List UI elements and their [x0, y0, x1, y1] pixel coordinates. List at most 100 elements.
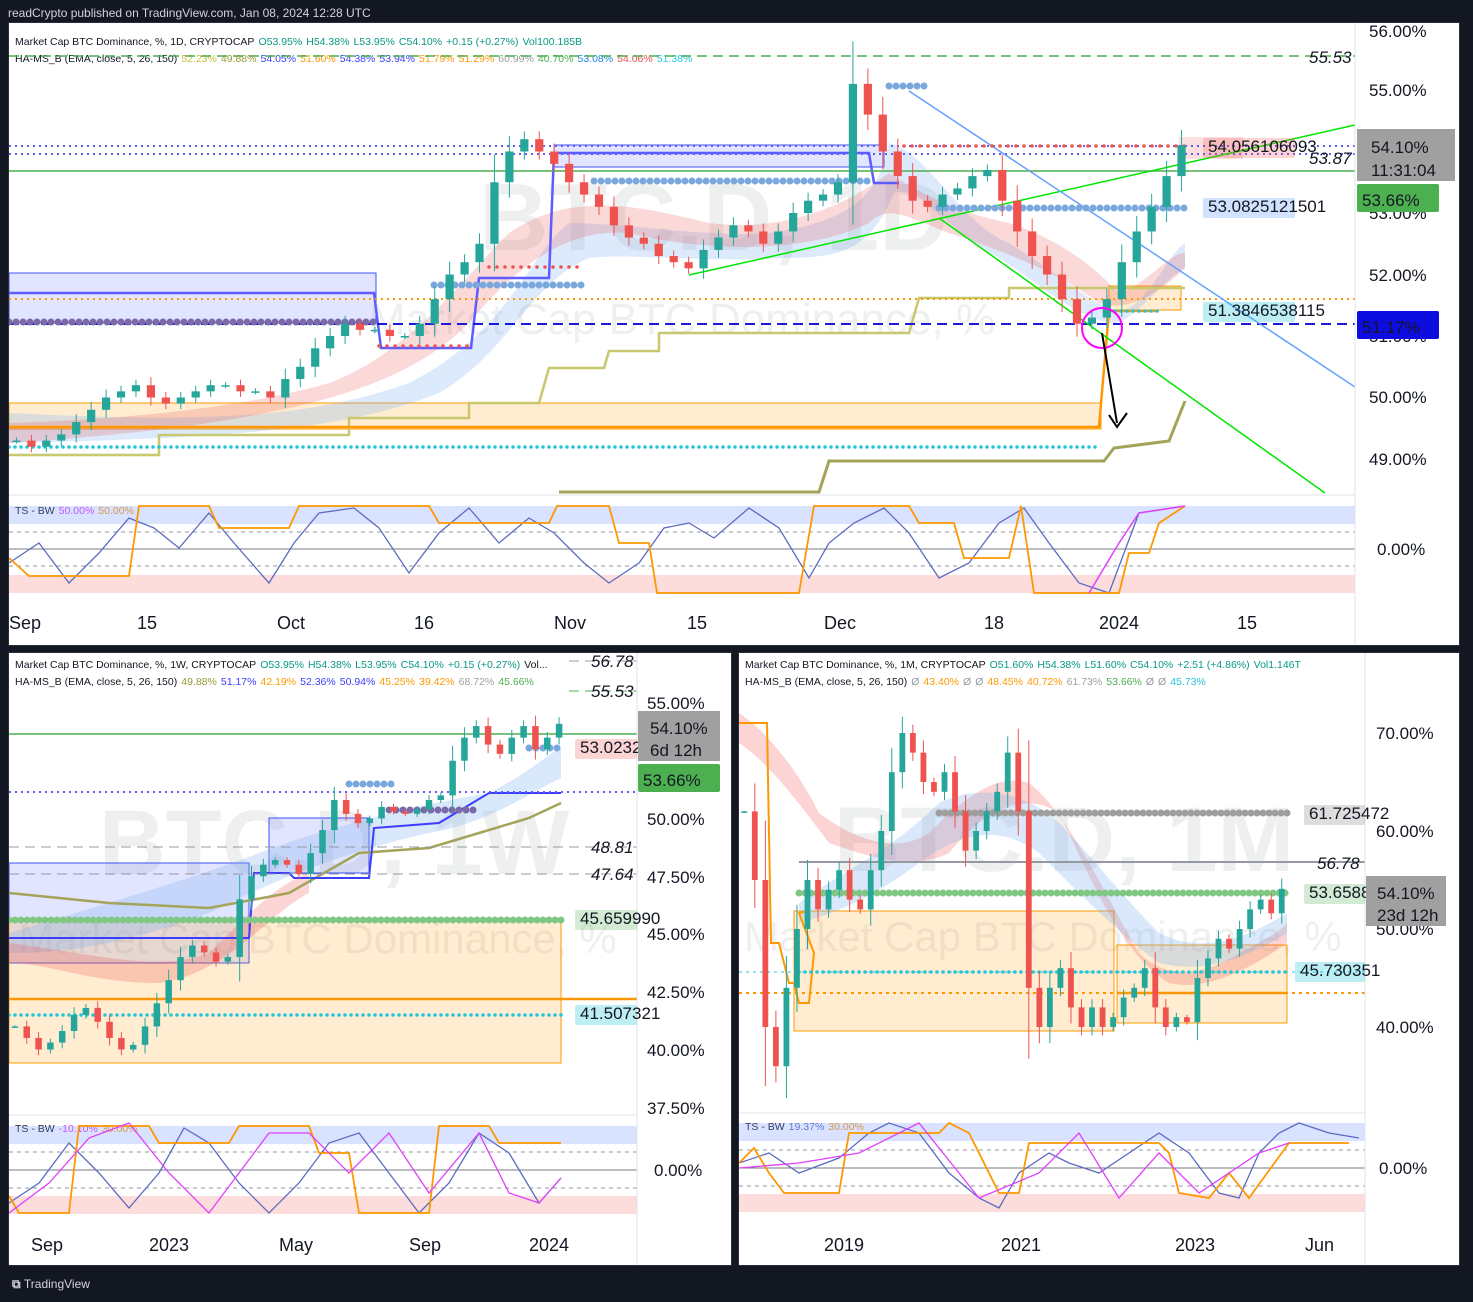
marker-dots: [982, 144, 986, 148]
legend-value: +0.15 (+0.27%): [447, 659, 521, 671]
legend-value: 48.45%: [987, 676, 1023, 688]
marker-dots: [73, 445, 77, 449]
marker-dots: [493, 281, 501, 289]
monthly-chart-svg[interactable]: 70.00%60.00%50.00%40.00%0.00%2019 2021 202…: [739, 653, 1459, 1265]
marker-dots: [827, 970, 831, 974]
marker-dots: [943, 445, 947, 449]
candle: [413, 809, 421, 814]
marker-dots: [1139, 809, 1147, 817]
legend-oscillator: TS - BW 19.37%30.00%: [745, 1121, 868, 1133]
marker-dots: [577, 445, 581, 449]
candle: [508, 737, 516, 754]
legend-value: 39.42%: [418, 676, 455, 688]
tradingview-footer[interactable]: ⧉ TradingView: [12, 1277, 90, 1292]
candle: [836, 870, 843, 890]
x-tick-label: Oct: [277, 613, 305, 633]
osc-line-magenta: [739, 1122, 1290, 1200]
marker-dots: [1115, 809, 1123, 817]
marker-dots: [1217, 970, 1221, 974]
candle: [654, 243, 663, 257]
candle: [818, 194, 828, 201]
marker-dots: [307, 445, 311, 449]
marker-dots: [306, 318, 314, 326]
marker-dots: [9, 1013, 11, 1017]
marker-dots: [775, 445, 779, 449]
marker-dots: [547, 445, 551, 449]
marker-dots: [500, 281, 508, 289]
candle: [520, 139, 529, 152]
candle: [141, 1026, 149, 1045]
chart-panel-monthly[interactable]: BTC.D, 1M Market Cap BTC Dominance, % Ma…: [738, 652, 1460, 1266]
chart-panel-weekly[interactable]: BTC.D, 1W Market Cap BTC Dominance, % Ma…: [8, 652, 732, 1266]
marker-dots: [253, 1013, 257, 1017]
candle: [520, 726, 527, 738]
legend-value: O53.95%: [260, 659, 304, 671]
marker-dots: [221, 916, 229, 924]
marker-dots: [425, 344, 429, 348]
marker-dots: [961, 445, 965, 449]
marker-dots: [1150, 144, 1154, 148]
marker-dots: [1081, 445, 1085, 449]
marker-dots: [781, 445, 785, 449]
marker-dots: [1110, 144, 1114, 148]
marker-dots: [1045, 445, 1049, 449]
marker-dots: [899, 82, 907, 90]
marker-dots: [12, 318, 20, 326]
level-price-tag: 51.17%: [1362, 318, 1420, 337]
candle: [1194, 978, 1201, 1023]
osc-tick-label: 0.00%: [1377, 540, 1425, 559]
candle: [1205, 958, 1211, 978]
marker-dots: [815, 970, 819, 974]
marker-dots: [320, 318, 328, 326]
marker-dots: [887, 970, 891, 974]
marker-dots: [1068, 204, 1076, 212]
candle: [42, 440, 51, 447]
marker-dots: [643, 445, 647, 449]
value-marker-bg: [1203, 198, 1295, 218]
marker-dots: [1239, 889, 1247, 897]
marker-dots: [847, 445, 851, 449]
marker-dots: [143, 916, 151, 924]
legend-value: 51.60%: [300, 53, 336, 65]
marker-dots: [145, 318, 153, 326]
marker-dots: [1155, 309, 1159, 313]
marker-dots: [1087, 445, 1091, 449]
candle: [908, 176, 917, 201]
marker-dots: [921, 889, 929, 897]
marker-dots: [950, 144, 954, 148]
marker-dots: [277, 445, 281, 449]
marker-dots: [1161, 889, 1169, 897]
marker-dots: [583, 445, 587, 449]
marker-dots: [541, 1013, 545, 1017]
marker-dots: [1095, 889, 1103, 897]
legend-value: 49.88%: [181, 676, 217, 688]
marker-dots: [1001, 809, 1009, 817]
candle: [863, 83, 872, 115]
marker-dots: [565, 445, 569, 449]
marker-dots: [955, 445, 959, 449]
legend-value: HA-MS_B (EMA, close, 5, 26, 150): [15, 676, 178, 688]
marker-dots: [385, 445, 389, 449]
candle: [1013, 200, 1022, 232]
publish-info: readCrypto published on TradingView.com,…: [8, 6, 371, 20]
marker-dots: [287, 916, 295, 924]
candle: [283, 860, 291, 865]
osc-line-orange: [739, 1121, 1349, 1200]
marker-dots: [481, 1013, 485, 1017]
marker-dots: [709, 445, 713, 449]
candle: [236, 385, 245, 392]
x-tick-label: 2021: [1001, 1235, 1041, 1255]
marker-dots: [377, 916, 385, 924]
marker-dots: [556, 281, 564, 289]
candle: [639, 237, 648, 244]
marker-dots: [842, 177, 850, 185]
marker-dots: [1175, 970, 1179, 974]
weekly-chart-svg[interactable]: 55.00% 50.00% 47.50% 45.00% 42.50% 40.00% 37.5…: [9, 653, 731, 1265]
marker-dots: [619, 445, 623, 449]
marker-dots: [83, 916, 91, 924]
daily-chart-svg[interactable]: 56.00%55.00%53.00%52.00%51.00%50.00%49.0…: [9, 23, 1459, 645]
chart-panel-daily[interactable]: BTC.D, 1D Market Cap BTC Dominance, % Ma…: [8, 22, 1460, 646]
marker-dots: [487, 265, 491, 269]
marker-dots: [1033, 445, 1037, 449]
marker-dots: [511, 265, 515, 269]
